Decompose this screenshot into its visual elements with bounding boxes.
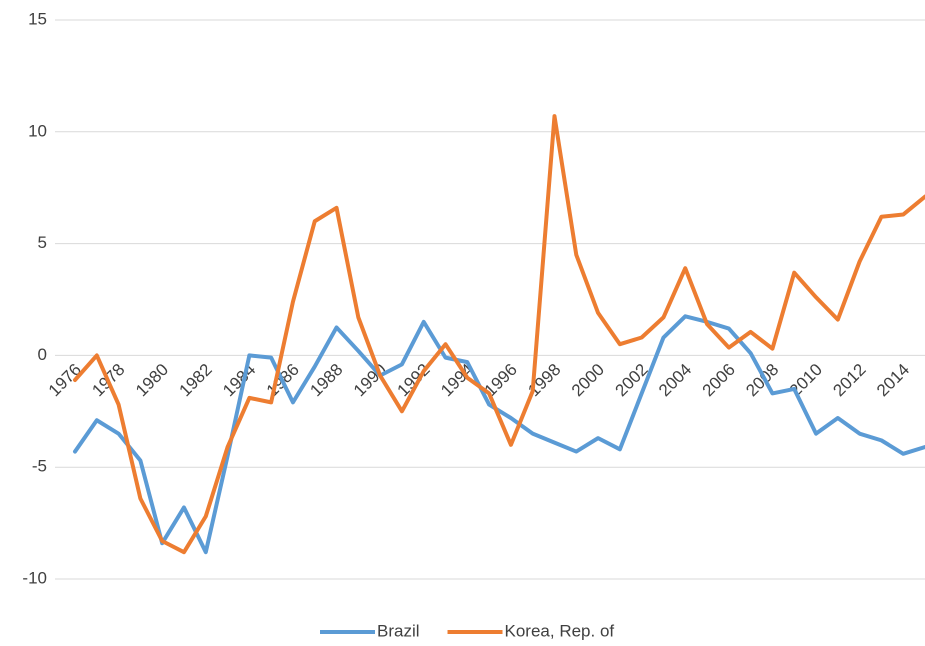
- x-tick-label: 2010: [786, 360, 826, 400]
- series-line: [73, 314, 925, 555]
- x-tick-label: 1976: [45, 360, 85, 400]
- legend-label: Brazil: [377, 621, 420, 640]
- x-tick-label: 2012: [829, 360, 869, 400]
- x-tick-label: 2006: [699, 360, 739, 400]
- y-tick-label: -5: [32, 457, 47, 476]
- x-tick-label: 2000: [568, 360, 608, 400]
- y-tick-label: -10: [22, 568, 47, 587]
- x-tick-label: 1988: [306, 360, 346, 400]
- y-tick-label: 10: [28, 121, 47, 140]
- x-tick-label: 2004: [655, 360, 695, 400]
- series-line: [73, 114, 925, 555]
- x-tick-label: 2014: [873, 360, 913, 400]
- x-tick-label: 1980: [132, 360, 172, 400]
- x-tick-label: 1982: [176, 360, 216, 400]
- y-tick-label: 15: [28, 9, 47, 28]
- legend-label: Korea, Rep. of: [505, 621, 615, 640]
- y-tick-label: 5: [38, 233, 47, 252]
- y-tick-label: 0: [38, 345, 47, 364]
